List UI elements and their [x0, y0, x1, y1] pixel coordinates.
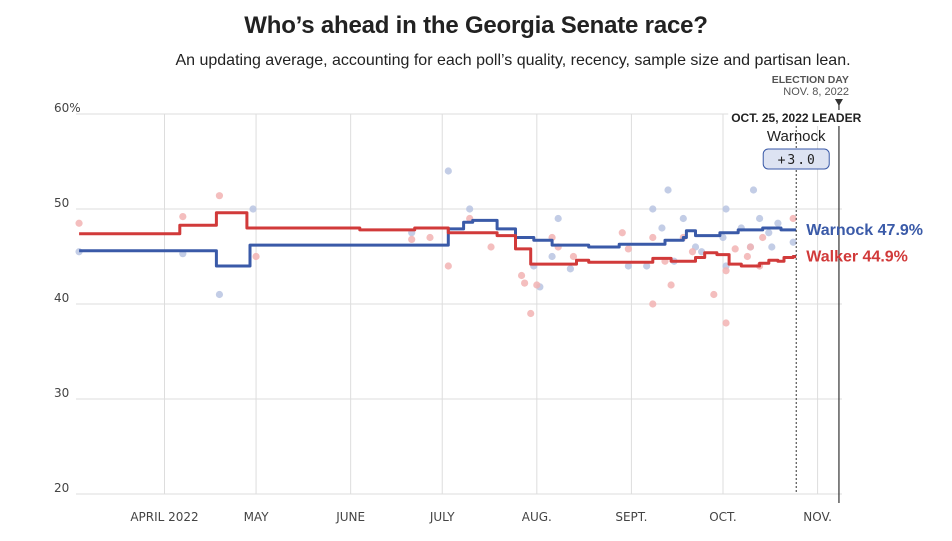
y-tick-label: 60%	[54, 101, 81, 115]
y-tick-label: 40	[54, 291, 69, 305]
warnock-poll-dot	[722, 205, 730, 213]
walker-poll-dot	[444, 262, 452, 270]
walker-poll-dot	[743, 252, 751, 261]
election-day-date: NOV. 8, 2022	[783, 86, 849, 98]
walker-poll-dot	[179, 213, 187, 221]
walker-poll-dot	[618, 229, 626, 237]
walker-poll-dot	[521, 279, 529, 287]
warnock-poll-dot	[249, 205, 257, 213]
warnock-poll-dot	[566, 265, 574, 273]
election-day-marker-icon	[834, 99, 843, 106]
walker-poll-dot	[252, 252, 260, 261]
warnock-end-label: Warnock 47.9%	[806, 222, 923, 239]
walker-poll-dot	[527, 309, 535, 318]
y-tick-label: 30	[54, 386, 69, 400]
walker-poll-dot	[517, 271, 526, 280]
warnock-poll-dot	[548, 252, 556, 261]
walker-end-label: Walker 44.9%	[806, 249, 908, 266]
warnock-poll-dot	[789, 238, 797, 246]
walker-poll-dot	[75, 219, 83, 227]
x-tick-label: JUNE	[335, 510, 365, 524]
walker-poll-dot	[533, 281, 541, 289]
warnock-poll-dot	[444, 167, 452, 175]
x-tick-label: MAY	[244, 510, 270, 524]
warnock-poll-dot	[466, 205, 474, 213]
walker-poll-dot	[624, 245, 632, 253]
warnock-poll-dot	[554, 214, 562, 223]
y-tick-label: 50	[54, 196, 69, 210]
warnock-poll-dot	[664, 186, 672, 194]
x-tick-label: AUG.	[522, 510, 552, 524]
election-day-label: ELECTION DAY	[772, 74, 849, 86]
warnock-poll-dot	[643, 262, 651, 270]
walker-poll-dot	[722, 267, 730, 275]
warnock-poll-dot	[774, 219, 782, 227]
warnock-poll-dot	[749, 186, 758, 194]
warnock-poll-dot	[768, 243, 776, 251]
walker-poll-dot	[649, 300, 657, 308]
walker-poll-dot	[408, 235, 416, 243]
warnock-poll-dot	[765, 229, 773, 237]
x-tick-label: JULY	[429, 510, 455, 524]
walker-poll-dot	[426, 233, 434, 242]
walker-poll-dot	[722, 319, 730, 327]
x-tick-label: APRIL 2022	[130, 510, 198, 524]
walker-poll-dot	[487, 243, 495, 251]
x-tick-label: OCT.	[709, 510, 737, 524]
walker-poll-dot	[710, 290, 718, 299]
warnock-poll-dot	[215, 290, 224, 299]
walker-poll-dot	[667, 281, 675, 289]
walker-poll-dot	[731, 245, 739, 253]
leader-margin-badge	[762, 148, 830, 170]
warnock-poll-dot	[658, 224, 666, 232]
walker-poll-dot	[569, 252, 578, 261]
chart-subtitle: An updating average, accounting for each…	[175, 52, 851, 69]
walker-average-line	[79, 211, 797, 268]
walker-poll-dot	[789, 214, 797, 223]
warnock-poll-dot	[679, 214, 687, 223]
warnock-poll-dot	[649, 205, 657, 213]
walker-poll-dot	[759, 233, 767, 242]
walker-poll-dot	[215, 192, 224, 200]
x-tick-label: SEPT.	[615, 510, 647, 524]
warnock-average-line	[79, 218, 797, 268]
walker-poll-dot	[746, 243, 755, 251]
walker-poll-dot	[649, 233, 657, 242]
warnock-poll-dot	[624, 262, 632, 270]
x-tick-label: NOV.	[803, 510, 832, 524]
chart-title: Who’s ahead in the Georgia Senate race?	[244, 12, 708, 39]
leader-heading: OCT. 25, 2022 LEADER	[731, 111, 861, 125]
leader-margin-value: +3.0	[778, 153, 817, 168]
leader-name: Warnock	[767, 128, 826, 145]
warnock-poll-dot	[756, 214, 764, 223]
leader-heading-bg	[728, 110, 865, 126]
walker-poll-dot	[688, 248, 697, 256]
y-tick-label: 20	[54, 481, 69, 495]
